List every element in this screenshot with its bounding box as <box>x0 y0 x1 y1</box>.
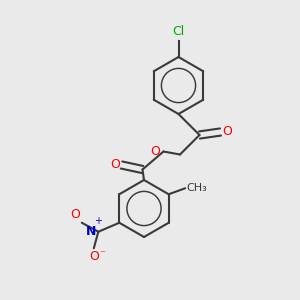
Text: O: O <box>110 158 120 172</box>
Text: Cl: Cl <box>172 25 184 38</box>
Text: N: N <box>85 225 96 238</box>
Text: O: O <box>70 208 80 221</box>
Text: +: + <box>94 216 102 226</box>
Text: CH₃: CH₃ <box>187 183 207 193</box>
Text: O: O <box>89 250 99 263</box>
Text: O: O <box>222 125 232 139</box>
Text: O: O <box>150 145 160 158</box>
Text: ⁻: ⁻ <box>99 250 105 260</box>
